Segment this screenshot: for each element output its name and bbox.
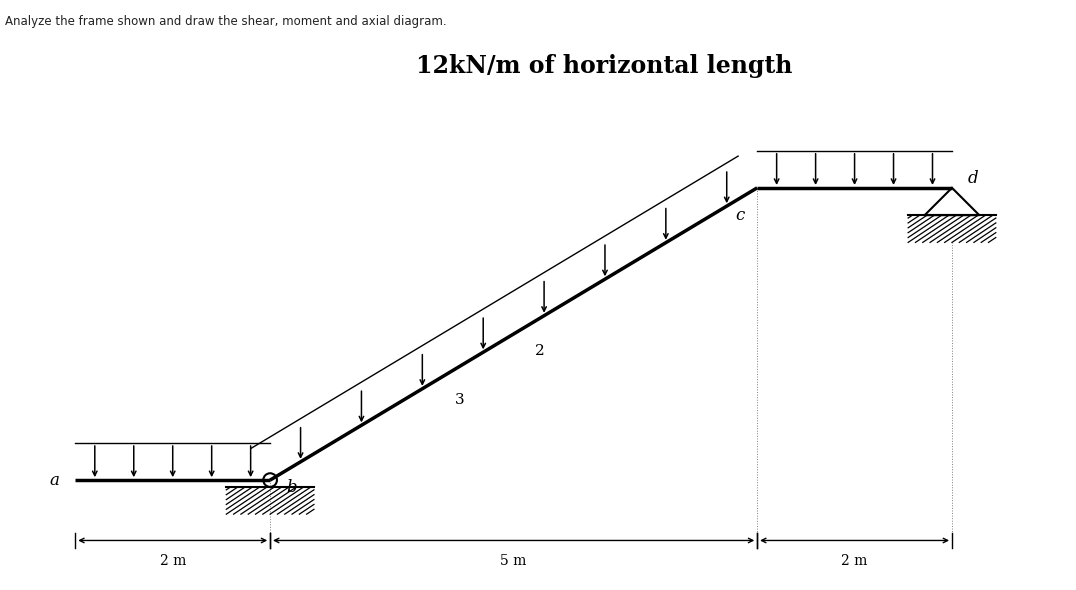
- Text: 2: 2: [535, 345, 544, 359]
- Text: a: a: [48, 471, 59, 489]
- Text: 5 m: 5 m: [500, 554, 527, 568]
- Text: 12kN/m of horizontal length: 12kN/m of horizontal length: [416, 54, 793, 78]
- Text: d: d: [968, 169, 979, 186]
- Text: 2 m: 2 m: [159, 554, 186, 568]
- Text: c: c: [735, 206, 745, 224]
- Text: Analyze the frame shown and draw the shear, moment and axial diagram.: Analyze the frame shown and draw the she…: [5, 15, 447, 28]
- Text: b: b: [286, 479, 297, 496]
- Text: 2 m: 2 m: [841, 554, 867, 568]
- Text: 3: 3: [455, 393, 465, 407]
